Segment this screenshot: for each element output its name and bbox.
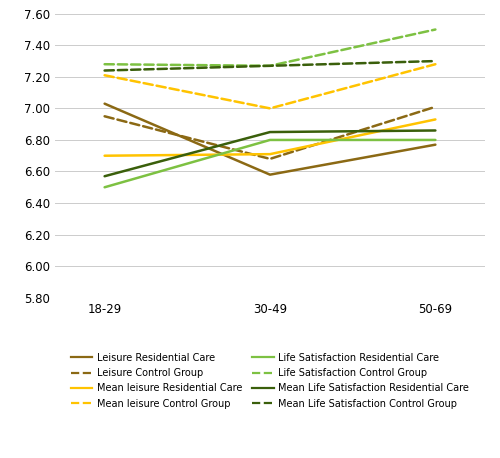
Legend: Leisure Residential Care, Leisure Control Group, Mean leisure Residential Care, : Leisure Residential Care, Leisure Contro… bbox=[69, 351, 471, 411]
